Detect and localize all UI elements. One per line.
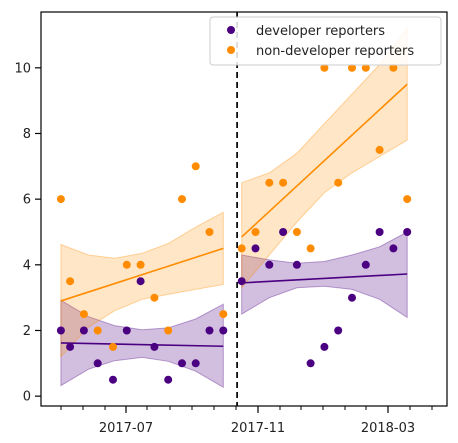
non-developer-reporters-band-after xyxy=(241,26,408,290)
developer-reporters-point-20 xyxy=(334,326,343,335)
non-developer-reporters-point-11 xyxy=(205,228,214,236)
legend-label-non-developer: non-developer reporters xyxy=(256,44,414,59)
developer-reporters-point-9 xyxy=(178,359,186,368)
non-developer-reporters-point-16 xyxy=(279,178,288,187)
non-developer-reporters-point-7 xyxy=(150,293,159,302)
developer-reporters-point-18 xyxy=(306,359,315,368)
legend-box xyxy=(209,16,442,66)
developer-reporters-point-1 xyxy=(66,342,75,351)
developer-reporters-point-16 xyxy=(279,228,288,236)
y-tick-label-0: 0 xyxy=(23,390,31,405)
non-developer-reporters-point-23 xyxy=(375,145,384,154)
developer-reporters-point-11 xyxy=(205,326,214,335)
non-developer-reporters-point-3 xyxy=(93,326,102,335)
non-developer-reporters-point-4 xyxy=(109,342,117,351)
developer-reporters-point-6 xyxy=(136,277,145,286)
developer-reporters-point-8 xyxy=(164,375,173,384)
y-tick-label-6: 6 xyxy=(23,193,31,208)
x-axis: 2017-07 2017-11 2018-03 xyxy=(60,406,433,436)
developer-reporters-point-12 xyxy=(219,326,228,335)
non-developer-reporters-trend-after xyxy=(241,83,408,238)
non-developer-reporters-point-10 xyxy=(191,162,200,171)
data-points xyxy=(56,63,412,384)
developer-reporters-point-5 xyxy=(122,326,131,335)
non-developer-reporters-point-21 xyxy=(348,63,356,72)
y-tick-label-4: 4 xyxy=(23,258,31,273)
non-developer-reporters-point-14 xyxy=(251,228,260,236)
non-developer-reporters-point-0 xyxy=(56,195,65,204)
plot-frame xyxy=(40,11,448,407)
non-developer-reporters-point-5 xyxy=(122,260,131,269)
y-tick-label-8: 8 xyxy=(23,127,31,142)
developer-reporters-point-24 xyxy=(389,244,398,253)
x-tick-label-0: 2017-07 xyxy=(99,421,153,436)
developer-reporters-point-19 xyxy=(320,342,329,351)
developer-reporters-point-15 xyxy=(265,260,274,269)
developer-reporters-point-3 xyxy=(93,359,102,368)
legend: developer reporters non-developer report… xyxy=(209,16,442,66)
legend-marker-developer xyxy=(227,26,235,34)
developer-reporters-point-10 xyxy=(191,359,200,368)
non-developer-reporters-point-8 xyxy=(164,326,173,335)
developer-reporters-point-17 xyxy=(292,260,301,269)
developer-reporters-trend-before xyxy=(60,342,224,348)
non-developer-reporters-point-19 xyxy=(320,63,329,72)
y-tick-label-2: 2 xyxy=(23,324,31,339)
developer-reporters-point-21 xyxy=(348,293,356,302)
legend-marker-non-developer xyxy=(227,46,235,54)
trend-lines xyxy=(60,83,408,348)
developer-reporters-point-14 xyxy=(251,244,260,253)
non-developer-reporters-trend-before xyxy=(60,247,224,302)
non-developer-reporters-point-17 xyxy=(292,228,301,236)
developer-reporters-point-2 xyxy=(79,326,88,335)
x-tick-label-2: 2018-03 xyxy=(361,421,415,436)
non-developer-reporters-point-2 xyxy=(79,310,88,319)
non-developer-reporters-point-13 xyxy=(237,244,246,253)
developer-reporters-point-0 xyxy=(56,326,65,335)
y-tick-label-10: 10 xyxy=(14,61,31,76)
non-developer-reporters-point-25 xyxy=(403,195,412,204)
non-developer-reporters-point-22 xyxy=(361,63,370,72)
developer-reporters-trend-after xyxy=(241,273,408,284)
developer-reporters-point-13 xyxy=(237,277,246,286)
non-developer-reporters-point-12 xyxy=(219,310,228,319)
non-developer-reporters-point-1 xyxy=(66,277,75,286)
non-developer-reporters-point-9 xyxy=(178,195,186,204)
confidence-bands xyxy=(60,26,408,389)
developer-reporters-point-7 xyxy=(150,342,159,351)
non-developer-reporters-point-18 xyxy=(306,244,315,253)
x-tick-label-1: 2017-11 xyxy=(231,421,285,436)
non-developer-reporters-point-6 xyxy=(136,260,145,269)
non-developer-reporters-point-20 xyxy=(334,178,343,187)
developer-reporters-point-22 xyxy=(361,260,370,269)
non-developer-reporters-point-15 xyxy=(265,178,274,187)
legend-label-developer: developer reporters xyxy=(256,24,385,39)
developer-reporters-point-23 xyxy=(375,228,384,236)
non-developer-reporters-point-24 xyxy=(389,63,398,72)
y-axis: 0 2 4 6 8 10 xyxy=(14,61,41,405)
developer-reporters-point-25 xyxy=(403,228,412,236)
developer-reporters-band-after xyxy=(241,231,408,319)
developer-reporters-point-4 xyxy=(109,375,117,384)
